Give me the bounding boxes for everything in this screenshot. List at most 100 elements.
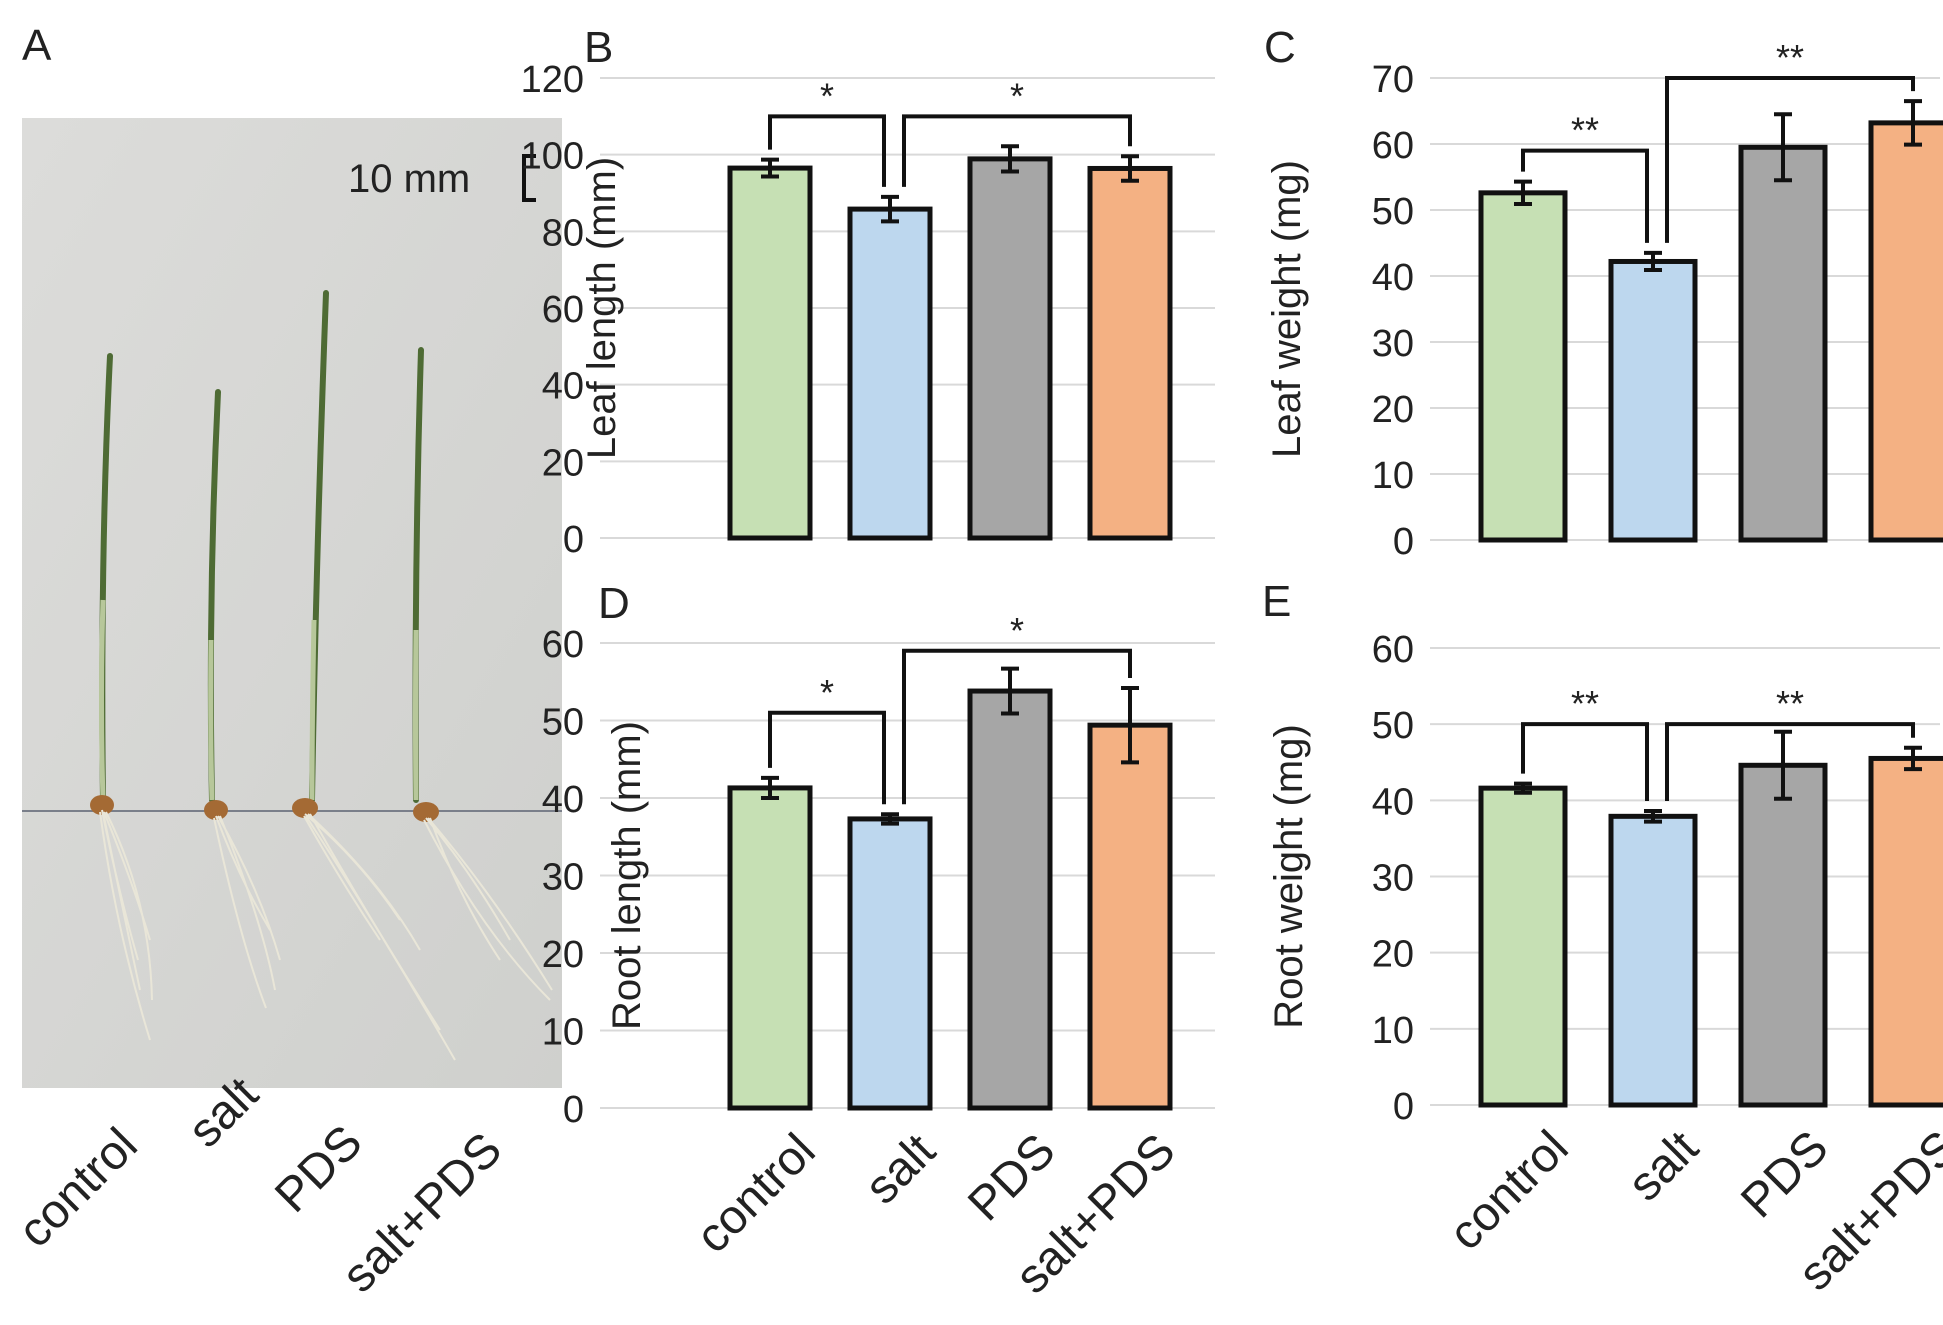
y-axis-label: Root length (mm) [605, 721, 649, 1030]
y-tick-label: 100 [521, 136, 584, 178]
panel-label-d: D [598, 579, 630, 628]
significance-label: * [1010, 75, 1024, 116]
significance-label: * [820, 672, 834, 713]
stem [413, 629, 419, 801]
y-tick-label: 30 [1372, 858, 1414, 900]
chart-panel-c: C 0 10 20 30 40 50 60 70 Leaf weight (mg) ** ** [1264, 23, 1943, 563]
significance-bracket [1665, 722, 1915, 801]
bar-pds [967, 688, 1053, 1111]
bar-control [1478, 190, 1568, 543]
y-axis-label: Root weight (mg) [1267, 724, 1311, 1029]
y-tick-label: 80 [542, 212, 584, 254]
bar-salt [1608, 258, 1698, 543]
y-tick-label: 70 [1372, 59, 1414, 101]
bar-salt-pds [1868, 120, 1943, 543]
y-tick-label: 40 [542, 366, 584, 408]
y-tick-label: 50 [1372, 705, 1414, 747]
y-tick-label: 10 [1372, 1010, 1414, 1052]
bar-pds [1738, 144, 1828, 543]
x-tick-label: PDS [1731, 1121, 1838, 1228]
y-tick-label: 60 [542, 624, 584, 666]
y-tick-label: 60 [1372, 629, 1414, 671]
y-tick-label: 10 [542, 1012, 584, 1054]
significance-bracket [1665, 76, 1915, 243]
bar-salt-pds [1868, 755, 1943, 1108]
roots [213, 815, 281, 1009]
y-tick-label: 0 [1393, 521, 1414, 563]
bar-salt [847, 206, 933, 541]
bar-salt [847, 816, 933, 1111]
scale-bar-label: 10 mm [348, 157, 470, 201]
y-tick-label: 0 [563, 1089, 584, 1131]
significance-bracket [768, 114, 886, 187]
significance-label: ** [1776, 37, 1804, 78]
bar-salt-pds [1087, 165, 1173, 541]
stem [309, 619, 317, 801]
seedling-pds [292, 290, 456, 1061]
x-tick-label: salt [855, 1124, 945, 1214]
y-tick-label: 20 [542, 442, 584, 484]
panel-label-a: A [22, 21, 52, 70]
x-tick-label: control [686, 1124, 825, 1263]
bar-control [1478, 785, 1568, 1108]
stem [208, 639, 215, 801]
panel-label-e: E [1262, 577, 1291, 626]
y-tick-label: 0 [1393, 1086, 1414, 1128]
y-tick-label: 50 [1372, 191, 1414, 233]
chart-panel-d: D 0 10 20 30 40 50 60 Root length (mm) * * control s… [542, 579, 1215, 1304]
y-axis-label: Leaf weight (mg) [1265, 160, 1309, 458]
y-tick-label: 60 [1372, 125, 1414, 167]
x-tick-label: salt [1618, 1121, 1708, 1211]
seed [413, 802, 439, 822]
x-tick-label: control [1439, 1121, 1578, 1260]
seedling-label-pds: PDS [265, 1116, 372, 1223]
y-tick-label: 30 [542, 857, 584, 899]
significance-label: * [1010, 610, 1024, 651]
significance-label: ** [1776, 683, 1804, 724]
seedling-control [90, 353, 153, 1041]
chart-panel-b: B 0 20 40 60 80 100 120 Leaf length (mm) * * [521, 23, 1215, 561]
significance-label: * [820, 75, 834, 116]
y-tick-label: 50 [542, 702, 584, 744]
y-tick-label: 0 [563, 519, 584, 561]
y-tick-label: 60 [542, 289, 584, 331]
bar-pds [967, 156, 1053, 541]
x-tick-label: PDS [958, 1124, 1065, 1231]
bar-control [727, 165, 813, 541]
stem [99, 599, 106, 801]
seedling-label-control: control [8, 1118, 147, 1257]
seedling-salt-pds [412, 347, 553, 1001]
panel-a-photo: A 10 mm [8, 21, 562, 1303]
y-tick-label: 40 [1372, 257, 1414, 299]
y-tick-label: 40 [542, 779, 584, 821]
significance-bracket [768, 710, 886, 805]
seedling-salt [204, 389, 281, 1009]
seed [292, 798, 318, 818]
significance-bracket [1521, 148, 1649, 243]
y-tick-label: 10 [1372, 455, 1414, 497]
roots [303, 813, 456, 1061]
photo-background [22, 118, 562, 1088]
y-tick-label: 120 [521, 59, 584, 101]
significance-label: ** [1571, 683, 1599, 724]
y-tick-label: 30 [1372, 323, 1414, 365]
significance-bracket [1521, 722, 1649, 801]
roots [99, 809, 153, 1041]
bar-salt [1608, 813, 1698, 1108]
scale-bar [522, 154, 536, 202]
significance-label: ** [1571, 110, 1599, 151]
significance-bracket [902, 114, 1132, 187]
bar-control [727, 785, 813, 1111]
seed [90, 795, 114, 815]
roots [423, 817, 553, 1001]
y-tick-label: 20 [542, 934, 584, 976]
y-axis-label: Leaf length (mm) [580, 157, 624, 459]
seed [204, 800, 228, 820]
significance-bracket [902, 648, 1132, 805]
bar-salt-pds [1087, 722, 1173, 1111]
panel-label-c: C [1264, 23, 1296, 72]
panel-label-b: B [584, 23, 613, 72]
y-tick-label: 20 [1372, 934, 1414, 976]
